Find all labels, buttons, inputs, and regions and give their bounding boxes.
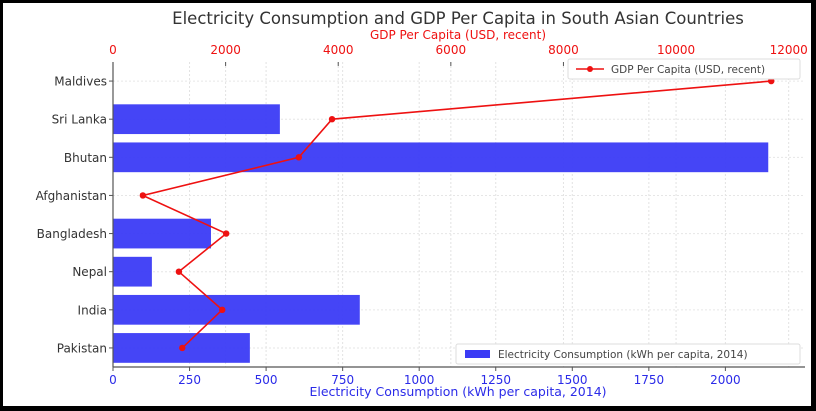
category-label: Nepal <box>72 265 107 279</box>
category-label: Sri Lanka <box>52 113 107 127</box>
gdp-point-nepal <box>175 268 183 275</box>
legend-electricity-swatch-icon <box>465 350 490 358</box>
gdp-point-india <box>219 306 226 314</box>
chart-frame: Electricity Consumption and GDP Per Capi… <box>3 3 811 406</box>
bottom-tick-label: 750 <box>331 373 354 387</box>
bar-nepal <box>113 256 152 287</box>
gdp-point-pakistan <box>179 344 186 352</box>
legend-gdp-label: GDP Per Capita (USD, recent) <box>611 64 765 76</box>
bar-sri-lanka <box>113 104 280 135</box>
chart-svg: Electricity Consumption and GDP Per Capi… <box>36 9 808 399</box>
top-tick-labels: 0 2000 4000 6000 8000 10000 12000 <box>109 43 808 57</box>
bottom-axis-label: Electricity Consumption (kWh per capita,… <box>309 384 606 399</box>
category-label: Bangladesh <box>37 227 107 241</box>
top-tick-label: 8000 <box>548 43 579 57</box>
top-tick-label: 12000 <box>770 43 808 57</box>
category-label: Pakistan <box>57 341 107 355</box>
bar-india <box>113 294 360 325</box>
legend-electricity-box <box>455 343 801 365</box>
bottom-tick-label: 1500 <box>557 373 588 387</box>
category-label: Maldives <box>54 75 107 89</box>
bar-bhutan <box>113 142 769 173</box>
bottom-tick-labels: 0 250 500 750 1000 1250 1500 1750 2000 <box>109 373 740 387</box>
top-tick-label: 2000 <box>210 43 241 57</box>
legend-electricity: Electricity Consumption (kWh per capita,… <box>455 343 801 365</box>
gdp-line-layer <box>139 77 775 352</box>
bottom-tick-label: 2000 <box>710 373 741 387</box>
category-label: India <box>78 303 107 317</box>
bottom-tick-label: 250 <box>178 373 201 387</box>
category-label: Afghanistan <box>36 189 107 203</box>
legend-electricity-label: Electricity Consumption (kWh per capita,… <box>498 349 748 361</box>
legend-gdp-box <box>567 58 801 80</box>
top-tick-label: 0 <box>109 43 117 57</box>
bottom-tick-label: 0 <box>109 373 117 387</box>
top-tick-label: 10000 <box>657 43 695 57</box>
bottom-tick-label: 1000 <box>404 373 435 387</box>
gdp-point-sri-lanka <box>328 115 336 123</box>
legend-gdp: GDP Per Capita (USD, recent) <box>567 58 801 80</box>
legend-gdp-marker-icon <box>587 66 593 72</box>
bottom-tick-label: 1750 <box>634 373 665 387</box>
gdp-point-bangladesh <box>222 230 230 237</box>
bar-bangladesh <box>113 218 211 249</box>
axes-layer <box>109 62 805 371</box>
top-tick-label: 4000 <box>323 43 354 57</box>
top-axis-label: GDP Per Capita (USD, recent) <box>370 28 546 42</box>
gdp-point-bhutan <box>295 154 303 161</box>
bottom-tick-label: 500 <box>255 373 278 387</box>
gdp-line <box>140 80 772 349</box>
gdp-point-afghanistan <box>139 192 147 199</box>
category-label: Bhutan <box>64 151 107 165</box>
category-labels: Maldives Sri Lanka Bhutan Afghanistan Bangla… <box>36 75 107 356</box>
chart-title: Electricity Consumption and GDP Per Capi… <box>172 9 744 28</box>
top-tick-label: 6000 <box>436 43 467 57</box>
bottom-tick-label: 1250 <box>480 373 511 387</box>
